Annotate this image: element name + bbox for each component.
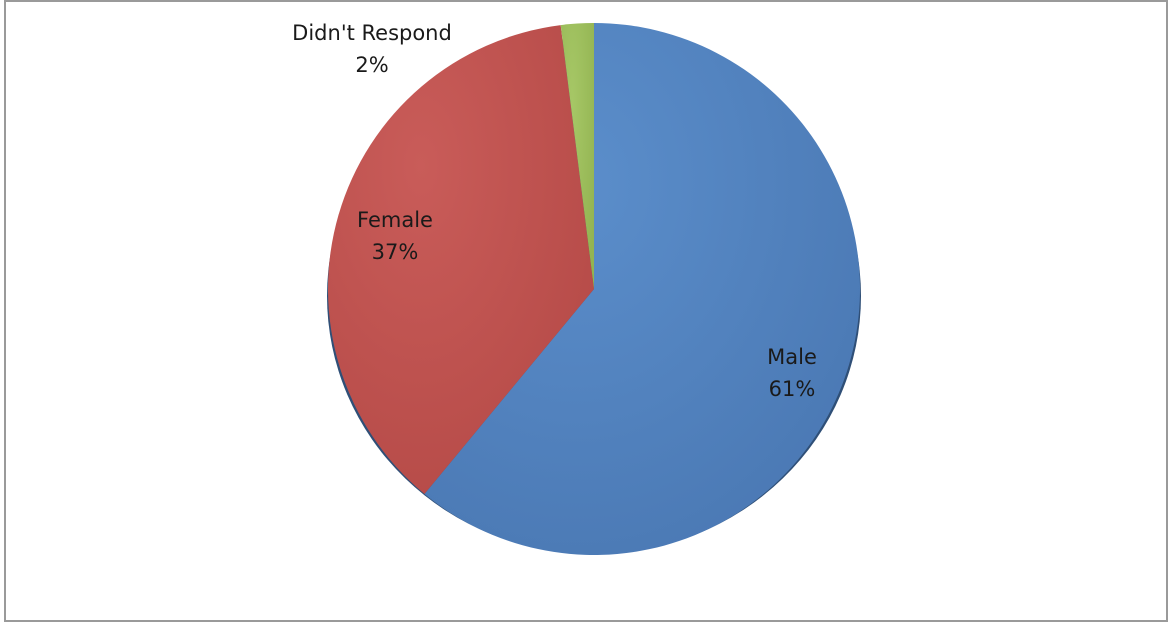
- pie-slice-male: [424, 23, 861, 555]
- slice-value-label: 61%: [769, 377, 816, 401]
- pie-labels: Male 61% Female 37% Didn't Respond 2%: [292, 21, 817, 401]
- pie-slice-didn-t-respond: [560, 23, 594, 289]
- slice-label-female: Female 37%: [357, 208, 433, 264]
- slice-label-male: Male 61%: [767, 345, 817, 401]
- slice-category-label: Didn't Respond: [292, 21, 452, 45]
- slice-value-label: 2%: [355, 53, 388, 77]
- pie-slice-female: [328, 25, 594, 494]
- pie-slices: [328, 23, 861, 555]
- slice-label-didn-t-respond: Didn't Respond 2%: [292, 21, 452, 77]
- slice-category-label: Male: [767, 345, 817, 369]
- slice-category-label: Female: [357, 208, 433, 232]
- slice-value-label: 37%: [372, 240, 419, 264]
